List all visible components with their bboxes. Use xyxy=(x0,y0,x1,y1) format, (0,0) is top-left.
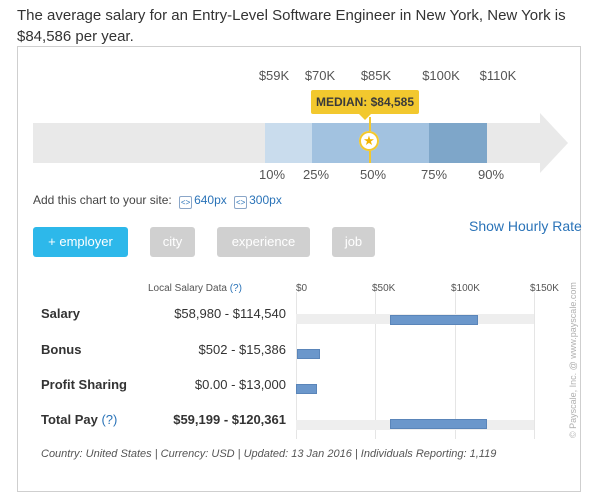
row-value-bonus: $502 - $15,386 xyxy=(198,342,286,357)
range-bar-salary xyxy=(389,315,478,325)
row-label-profit-sharing: Profit Sharing xyxy=(41,377,127,392)
city-filter-button[interactable]: city xyxy=(150,227,195,257)
gridline xyxy=(296,292,297,439)
range-bar-profit-sharing xyxy=(296,384,317,394)
pct-tick-50: 50% xyxy=(359,167,387,182)
axis-tick-100k: $100K xyxy=(451,283,480,294)
embed-code-icon: <> xyxy=(179,196,193,209)
total-pay-label: Total Pay xyxy=(41,412,98,427)
add-chart-row: Add this chart to your site: <> 640px <> 3… xyxy=(33,193,282,209)
pct-tick-75: 75% xyxy=(420,167,448,182)
gridline xyxy=(534,292,535,439)
row-label-bonus: Bonus xyxy=(41,342,82,357)
pct-tick-25: 25% xyxy=(302,167,330,182)
top-tick-100k: $100K xyxy=(422,68,460,83)
add-chart-label: Add this chart to your site: xyxy=(33,193,172,207)
row-value-profit-sharing: $0.00 - $13,000 xyxy=(194,377,286,392)
pct-tick-10: 10% xyxy=(258,167,286,182)
axis-tick-150k: $150K xyxy=(530,283,559,294)
footer-info: Country: United States | Currency: USD |… xyxy=(41,448,497,460)
range-bar-total-pay xyxy=(389,419,487,429)
range-arrow-head xyxy=(540,113,568,173)
employer-filter-button[interactable]: + employer xyxy=(33,227,128,257)
top-tick-70k: $70K xyxy=(304,68,336,83)
embed-code-icon: <> xyxy=(234,196,248,209)
local-salary-data-header: Local Salary Data (?) xyxy=(148,283,242,294)
axis-tick-0: $0 xyxy=(296,283,308,294)
show-hourly-rate-link[interactable]: Show Hourly Rate xyxy=(469,218,582,234)
intro-text: The average salary for an Entry-Level So… xyxy=(17,7,566,45)
axis-tick-50k: $50K xyxy=(372,283,396,294)
median-label: MEDIAN: $84,585 xyxy=(311,90,419,120)
top-tick-110k: $110K xyxy=(479,68,517,83)
experience-filter-button[interactable]: experience xyxy=(217,227,310,257)
band-75-90 xyxy=(429,123,487,163)
row-label-total-pay: Total Pay (?) xyxy=(41,412,117,427)
pct-tick-90: 90% xyxy=(477,167,505,182)
payscale-credit: © Payscale, Inc. @ www.payscale.com xyxy=(568,282,578,438)
gridline xyxy=(375,292,376,439)
row-label-salary: Salary xyxy=(41,306,81,321)
embed-640-link[interactable]: 640px xyxy=(194,193,227,207)
top-tick-59k: $59K xyxy=(258,68,290,83)
gridline xyxy=(455,292,456,439)
top-tick-85k: $85K xyxy=(360,68,392,83)
total-pay-help-link[interactable]: (?) xyxy=(101,412,118,427)
band-50-75 xyxy=(369,123,429,163)
range-bar-bonus xyxy=(296,349,321,359)
column-header-label: Local Salary Data xyxy=(148,283,227,294)
salary-widget xyxy=(17,46,581,492)
band-10-25 xyxy=(265,123,312,163)
star-icon: ★ xyxy=(359,131,379,151)
row-value-salary: $58,980 - $114,540 xyxy=(174,306,286,321)
row-value-total-pay: $59,199 - $120,361 xyxy=(173,412,286,427)
help-link[interactable]: (?) xyxy=(229,283,242,294)
job-filter-button[interactable]: job xyxy=(332,227,375,257)
embed-300-link[interactable]: 300px xyxy=(249,193,282,207)
